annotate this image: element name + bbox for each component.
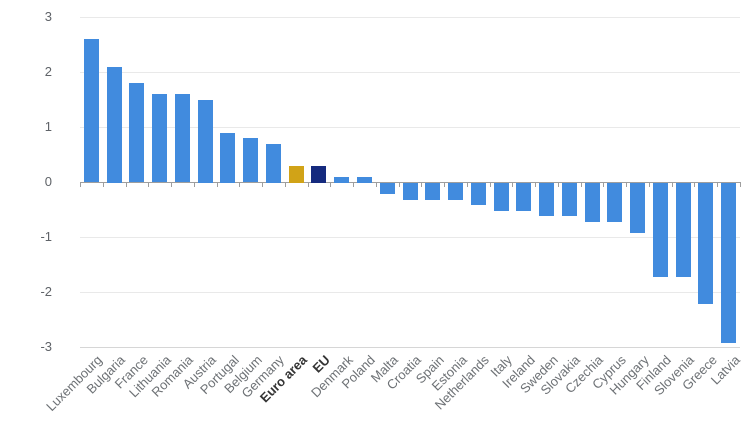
axis-tick [558, 182, 559, 187]
y-axis-tick-label-0: 0 [44, 174, 52, 189]
bar-france[interactable] [129, 83, 144, 182]
bar-finland[interactable] [653, 183, 668, 277]
gridline-3 [80, 17, 740, 18]
axis-tick [672, 182, 673, 187]
gridline--3 [80, 347, 740, 348]
bar-belgium[interactable] [243, 138, 258, 182]
axis-tick [421, 182, 422, 187]
axis-tick [740, 182, 741, 187]
bar-slovenia[interactable] [676, 183, 691, 277]
axis-tick [603, 182, 604, 187]
axis-tick [148, 182, 149, 187]
axis-tick [649, 182, 650, 187]
bar-portugal[interactable] [220, 133, 235, 183]
gridline--2 [80, 292, 740, 293]
axis-tick [581, 182, 582, 187]
axis-tick [353, 182, 354, 187]
bar-lithuania[interactable] [152, 94, 167, 182]
y-axis-tick-label--1: -1 [40, 229, 52, 244]
bar-austria[interactable] [198, 100, 213, 183]
axis-tick [262, 182, 263, 187]
axis-tick [694, 182, 695, 187]
axis-tick [308, 182, 309, 187]
bar-germany[interactable] [266, 144, 281, 183]
bar-bulgaria[interactable] [107, 67, 122, 183]
axis-tick [194, 182, 195, 187]
bar-malta[interactable] [380, 183, 395, 194]
bar-cyprus[interactable] [607, 183, 622, 222]
bar-latvia[interactable] [721, 183, 736, 343]
axis-tick [239, 182, 240, 187]
gridline-1 [80, 127, 740, 128]
axis-tick [126, 182, 127, 187]
bar-poland[interactable] [357, 177, 372, 183]
gridline--1 [80, 237, 740, 238]
axis-tick [103, 182, 104, 187]
bar-eu[interactable] [311, 166, 326, 183]
zero-axis-line [80, 182, 740, 183]
bar-sweden[interactable] [539, 183, 554, 216]
bar-spain[interactable] [425, 183, 440, 200]
y-axis-tick-label--3: -3 [40, 339, 52, 354]
bar-luxembourg[interactable] [84, 39, 99, 182]
axis-tick [285, 182, 286, 187]
y-axis-tick-label--2: -2 [40, 284, 52, 299]
axis-tick [626, 182, 627, 187]
axis-tick [376, 182, 377, 187]
axis-tick [217, 182, 218, 187]
y-axis-tick-label-2: 2 [44, 64, 52, 79]
gridline-2 [80, 72, 740, 73]
axis-tick [535, 182, 536, 187]
axis-tick [330, 182, 331, 187]
bar-croatia[interactable] [403, 183, 418, 200]
axis-tick [399, 182, 400, 187]
axis-tick [490, 182, 491, 187]
bar-netherlands[interactable] [471, 183, 486, 205]
axis-tick [467, 182, 468, 187]
bar-euro-area[interactable] [289, 166, 304, 183]
axis-tick [171, 182, 172, 187]
bar-hungary[interactable] [630, 183, 645, 233]
bar-czechia[interactable] [585, 183, 600, 222]
bar-greece[interactable] [698, 183, 713, 304]
bar-romania[interactable] [175, 94, 190, 182]
y-axis-tick-label-3: 3 [44, 9, 52, 24]
bar-italy[interactable] [494, 183, 509, 211]
axis-tick [444, 182, 445, 187]
axis-tick [512, 182, 513, 187]
bar-estonia[interactable] [448, 183, 463, 200]
axis-tick [80, 182, 81, 187]
axis-tick [717, 182, 718, 187]
bar-ireland[interactable] [516, 183, 531, 211]
bar-slovakia[interactable] [562, 183, 577, 216]
y-axis-tick-label-1: 1 [44, 119, 52, 134]
bar-denmark[interactable] [334, 177, 349, 183]
